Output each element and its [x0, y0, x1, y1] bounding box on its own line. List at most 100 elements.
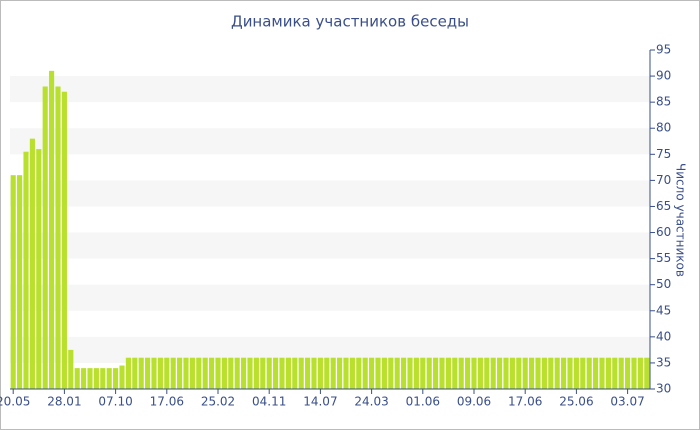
bar — [106, 368, 112, 389]
bar — [516, 357, 522, 389]
y-tick-label: 60 — [656, 225, 671, 239]
y-tick-label: 35 — [656, 355, 671, 369]
bar — [119, 365, 125, 389]
bar — [561, 357, 567, 389]
x-tick-label: 07.10 — [98, 395, 132, 409]
bar — [465, 357, 471, 389]
bar — [407, 357, 413, 389]
y-tick-label: 30 — [656, 382, 671, 396]
bar — [36, 149, 42, 389]
bar — [260, 357, 266, 389]
bar — [509, 357, 515, 389]
bar — [593, 357, 599, 389]
bar — [202, 357, 208, 389]
x-tick-label: 25.06 — [559, 395, 593, 409]
bar — [49, 70, 55, 389]
bar — [157, 357, 163, 389]
bar — [209, 357, 215, 389]
bar — [618, 357, 624, 389]
bar — [343, 357, 349, 389]
grid-band — [10, 232, 650, 259]
bar — [573, 357, 579, 389]
bar — [529, 357, 535, 389]
bar — [324, 357, 330, 389]
bar — [164, 357, 170, 389]
y-tick-label: 80 — [656, 121, 671, 135]
bar — [279, 357, 285, 389]
bar — [484, 357, 490, 389]
bar — [215, 357, 221, 389]
bar — [330, 357, 336, 389]
bar — [554, 357, 560, 389]
bar — [605, 357, 611, 389]
bar — [285, 357, 291, 389]
bar — [471, 357, 477, 389]
grid-band — [10, 284, 650, 311]
y-tick-label: 90 — [656, 69, 671, 83]
bar — [535, 357, 541, 389]
bar — [305, 357, 311, 389]
x-tick-label: 25.02 — [201, 395, 235, 409]
bar — [337, 357, 343, 389]
grid-band — [10, 128, 650, 155]
bar — [93, 368, 99, 389]
bar — [241, 357, 247, 389]
x-tick-label: 04.11 — [252, 395, 286, 409]
bar — [113, 368, 119, 389]
x-tick-label: 17.06 — [150, 395, 184, 409]
bar — [349, 357, 355, 389]
bar — [74, 368, 80, 389]
bar — [317, 357, 323, 389]
bar — [381, 357, 387, 389]
bar — [273, 357, 279, 389]
bar — [490, 357, 496, 389]
bar — [394, 357, 400, 389]
bar — [23, 151, 29, 389]
bar — [29, 138, 35, 389]
bar — [452, 357, 458, 389]
bar — [612, 357, 618, 389]
bar — [151, 357, 157, 389]
x-tick-label: 14.07 — [303, 395, 337, 409]
bar — [170, 357, 176, 389]
bar — [68, 349, 74, 389]
y-tick-label: 65 — [656, 199, 671, 213]
bar — [586, 357, 592, 389]
bar — [548, 357, 554, 389]
bar — [234, 357, 240, 389]
bar — [81, 368, 87, 389]
bar — [375, 357, 381, 389]
y-tick-label: 70 — [656, 173, 671, 187]
bar — [567, 357, 573, 389]
grid-band — [10, 336, 650, 363]
bar — [369, 357, 375, 389]
x-tick-label: 03.07 — [610, 395, 644, 409]
bar — [599, 357, 605, 389]
bar — [522, 357, 528, 389]
bar — [644, 357, 650, 389]
bar — [362, 357, 368, 389]
x-tick-label: 09.06 — [457, 395, 491, 409]
chart-title: Динамика участников беседы — [231, 13, 469, 31]
bar — [266, 357, 272, 389]
bar — [100, 368, 106, 389]
bar — [183, 357, 189, 389]
x-tick-label: 17.06 — [508, 395, 542, 409]
y-tick-label: 95 — [656, 43, 671, 57]
bar — [132, 357, 138, 389]
bar — [503, 357, 509, 389]
y-tick-label: 75 — [656, 147, 671, 161]
bar — [17, 175, 23, 389]
bar — [125, 357, 131, 389]
y-tick-label: 85 — [656, 95, 671, 109]
bar — [439, 357, 445, 389]
bar — [138, 357, 144, 389]
bar — [311, 357, 317, 389]
bar — [637, 357, 643, 389]
bar — [388, 357, 394, 389]
bar — [292, 357, 298, 389]
bar — [356, 357, 362, 389]
bar — [458, 357, 464, 389]
bar — [433, 357, 439, 389]
